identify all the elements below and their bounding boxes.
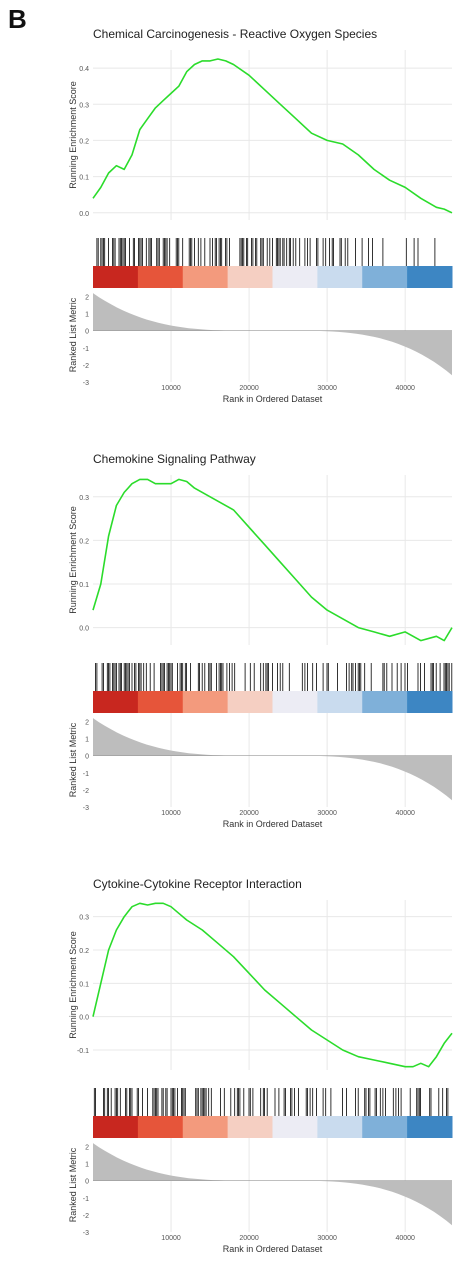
y-tick-label: 0.3 xyxy=(79,495,89,502)
es-series-line xyxy=(92,478,453,642)
metric-tick-label: -1 xyxy=(83,1196,89,1203)
metric-tick-label: 1 xyxy=(85,312,89,319)
es-series-line xyxy=(92,902,453,1068)
rank-gradient-segment xyxy=(272,266,318,288)
rank-gradient-segment xyxy=(272,691,318,713)
x-tick-label: 10000 xyxy=(161,810,181,817)
metric-axis-label: Ranked List Metric xyxy=(68,722,78,797)
y-tick-label: 0.2 xyxy=(79,138,89,145)
metric-tick-label: -2 xyxy=(83,363,89,370)
rank-gradient-segment xyxy=(93,266,139,288)
x-axis-label: Rank in Ordered Dataset xyxy=(223,1244,323,1254)
gsea-plot-chemokine-signaling: Chemokine Signaling Pathway 0.0 0.1 0.2 0.3 R… xyxy=(0,445,459,850)
y-tick-label: 0.0 xyxy=(79,211,89,218)
x-tick-label: 20000 xyxy=(239,385,259,392)
rank-gradient-segment xyxy=(182,266,229,288)
rank-gradient-segment xyxy=(227,691,273,713)
rank-gradient-segment xyxy=(182,691,229,713)
x-axis-label: Rank in Ordered Dataset xyxy=(223,394,323,404)
gsea-plot-cytokine-receptor: Cytokine-Cytokine Receptor Interaction -0… xyxy=(0,870,459,1275)
metric-axis-label: Ranked List Metric xyxy=(68,297,78,372)
metric-axis-label: Ranked List Metric xyxy=(68,1147,78,1222)
x-tick-label: 10000 xyxy=(161,1235,181,1242)
rank-gradient-segment xyxy=(272,1116,318,1138)
y-tick-label: 0.1 xyxy=(79,981,89,988)
rank-gradient-segment xyxy=(407,1116,453,1138)
metric-tick-label: -1 xyxy=(83,771,89,778)
x-tick-label: 20000 xyxy=(239,1235,259,1242)
rank-gradient-segment xyxy=(227,1116,273,1138)
metric-tick-label: 2 xyxy=(85,295,89,302)
hit-bars xyxy=(93,1088,449,1116)
chart-title: Cytokine-Cytokine Receptor Interaction xyxy=(93,877,302,891)
x-tick-label: 40000 xyxy=(395,385,415,392)
x-tick-label: 20000 xyxy=(239,810,259,817)
rank-gradient-segment xyxy=(407,691,453,713)
y-tick-label: 0.0 xyxy=(79,626,89,633)
metric-tick-label: 2 xyxy=(85,720,89,727)
rank-gradient-segment xyxy=(407,266,453,288)
hit-bars xyxy=(96,238,436,266)
rank-gradient-segment xyxy=(317,266,363,288)
rank-gradient-segment xyxy=(137,266,184,288)
metric-tick-label: 1 xyxy=(85,1162,89,1169)
y-axis-label: Running Enrichment Score xyxy=(68,931,78,1039)
rank-gradient-segment xyxy=(137,1116,184,1138)
metric-tick-label: -3 xyxy=(83,1230,89,1237)
x-tick-label: 30000 xyxy=(317,1235,337,1242)
rank-gradient-segment xyxy=(93,1116,139,1138)
x-tick-label: 40000 xyxy=(395,810,415,817)
y-tick-label: 0.1 xyxy=(79,582,89,589)
rank-gradient-segment xyxy=(227,266,273,288)
hit-bars xyxy=(95,663,453,691)
gsea-svg: Cytokine-Cytokine Receptor Interaction -0… xyxy=(68,877,453,1254)
x-axis-label: Rank in Ordered Dataset xyxy=(223,819,323,829)
y-tick-label: 0.3 xyxy=(79,915,89,922)
metric-tick-label: -2 xyxy=(83,1213,89,1220)
metric-tick-label: 0 xyxy=(85,754,89,761)
rank-gradient-segment xyxy=(362,1116,408,1138)
ranked-metric-area xyxy=(93,293,452,376)
y-tick-label: -0.1 xyxy=(77,1048,89,1055)
rank-gradient-segment xyxy=(182,1116,229,1138)
y-axis-label: Running Enrichment Score xyxy=(68,81,78,189)
metric-tick-label: -1 xyxy=(83,346,89,353)
y-tick-label: 0.2 xyxy=(79,948,89,955)
ranked-metric-area xyxy=(93,718,452,801)
metric-tick-label: 1 xyxy=(85,737,89,744)
metric-tick-label: -2 xyxy=(83,788,89,795)
y-tick-label: 0.0 xyxy=(79,1015,89,1022)
x-tick-label: 10000 xyxy=(161,385,181,392)
gsea-svg: Chemical Carcinogenesis - Reactive Oxyge… xyxy=(68,27,453,404)
ranked-metric-area xyxy=(93,1143,452,1226)
rank-gradient-segment xyxy=(362,266,408,288)
y-axis-label: Running Enrichment Score xyxy=(68,506,78,614)
x-tick-label: 30000 xyxy=(317,385,337,392)
chart-title: Chemical Carcinogenesis - Reactive Oxyge… xyxy=(93,27,377,41)
metric-tick-label: 0 xyxy=(85,1179,89,1186)
rank-gradient-segment xyxy=(362,691,408,713)
y-tick-label: 0.1 xyxy=(79,175,89,182)
panel-label: B xyxy=(8,4,27,34)
x-tick-label: 40000 xyxy=(395,1235,415,1242)
y-tick-label: 0.4 xyxy=(79,66,89,73)
rank-gradient-segment xyxy=(317,1116,363,1138)
metric-tick-label: 2 xyxy=(85,1145,89,1152)
y-tick-label: 0.2 xyxy=(79,538,89,545)
y-tick-label: 0.3 xyxy=(79,102,89,109)
rank-gradient-segment xyxy=(317,691,363,713)
x-tick-label: 30000 xyxy=(317,810,337,817)
metric-tick-label: 0 xyxy=(85,329,89,336)
es-series-line xyxy=(92,58,453,214)
metric-tick-label: -3 xyxy=(83,805,89,812)
metric-tick-label: -3 xyxy=(83,380,89,387)
gsea-plot-chemical-carcinogenesis: Chemical Carcinogenesis - Reactive Oxyge… xyxy=(0,20,459,425)
rank-gradient-segment xyxy=(93,691,139,713)
rank-gradient-segment xyxy=(137,691,184,713)
chart-title: Chemokine Signaling Pathway xyxy=(93,452,256,466)
gsea-svg: Chemokine Signaling Pathway0.00.10.20.3R… xyxy=(68,452,453,829)
